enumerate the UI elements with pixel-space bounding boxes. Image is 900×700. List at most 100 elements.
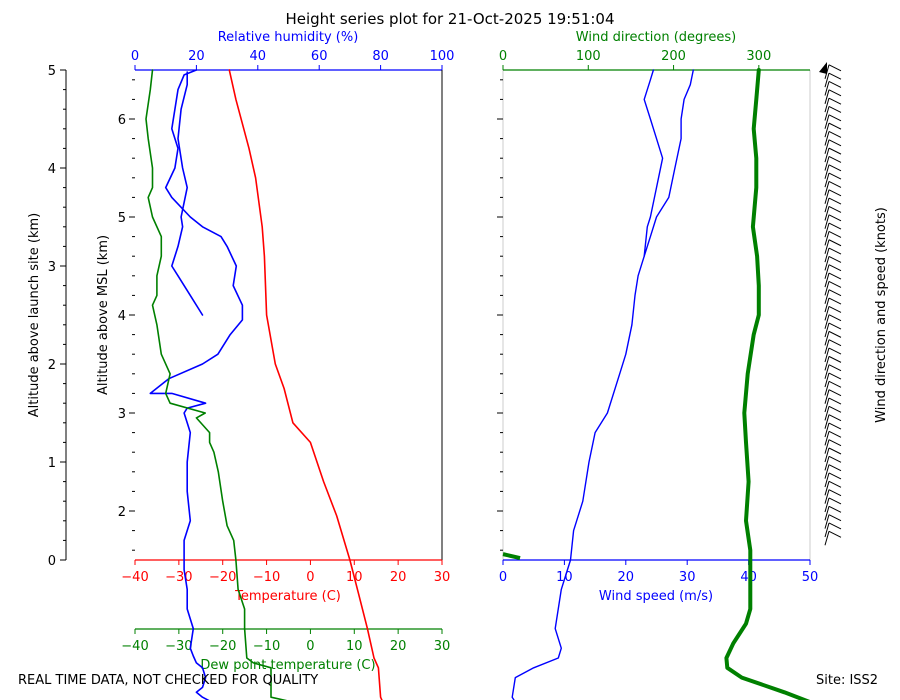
rh-line xyxy=(149,69,244,700)
agl-tick-label: 0 xyxy=(48,554,56,569)
wind-barb-flag xyxy=(828,355,842,363)
wind-barb-flag xyxy=(828,505,842,513)
wind-barb-flag xyxy=(828,389,842,397)
wspd-tick-label: 0 xyxy=(499,570,507,585)
wind-barb-staff xyxy=(824,364,830,379)
wind-barb-staff xyxy=(824,497,830,513)
temp-tick-label: 0 xyxy=(306,570,314,585)
msl-tick-label: 5 xyxy=(118,211,126,226)
dewpoint-tick-label: 30 xyxy=(434,639,451,654)
wind-speed-line-upper xyxy=(643,69,694,257)
rh-line-secondary xyxy=(171,71,204,316)
wind-barb-staff xyxy=(824,256,830,271)
wind-barb-flag xyxy=(828,397,842,405)
wind-barb-flag xyxy=(828,122,842,130)
wind-barb-staff xyxy=(824,139,830,154)
wspd-tick-label: 20 xyxy=(618,570,635,585)
msl-tick-label: 2 xyxy=(118,505,126,520)
wind-barb-flag xyxy=(828,131,842,138)
wind-barb-flag xyxy=(828,139,842,147)
temperature-line xyxy=(228,69,383,700)
msl-tick-label: 3 xyxy=(118,407,126,422)
rh-axis-label: Relative humidity (%) xyxy=(218,30,359,45)
wind-barb-flag xyxy=(828,239,842,247)
agl-tick-label: 5 xyxy=(48,64,56,79)
wind-barb-flag xyxy=(828,439,842,447)
wind-barb-staff xyxy=(824,447,830,463)
wind-barb-flag xyxy=(828,455,842,463)
wind-barb-staff xyxy=(824,73,830,88)
wind-barb-staff xyxy=(824,431,830,446)
wind-barb-flag xyxy=(828,522,842,530)
rh-tick-label: 100 xyxy=(430,49,455,64)
wind-barb-staff xyxy=(824,164,830,179)
axes-frames xyxy=(65,69,811,630)
agl-tick-label: 2 xyxy=(48,358,56,373)
wind-barb-staff xyxy=(824,247,830,263)
agl-axis-label: Altitude above launch site (km) xyxy=(27,213,42,417)
agl-tick-label: 4 xyxy=(48,162,56,177)
wdir-tick-label: 0 xyxy=(499,49,507,64)
dewpoint-tick-label: −30 xyxy=(165,639,192,654)
wind-barb-staff xyxy=(824,522,830,538)
temp-tick-label: 30 xyxy=(434,570,451,585)
wind-barb-staff xyxy=(824,322,830,338)
wind-barb-flag xyxy=(828,255,842,263)
wind-barb-flag xyxy=(828,156,842,163)
dewpoint-tick-label: −40 xyxy=(121,639,148,654)
wind-barb-flag xyxy=(828,164,842,172)
msl-tick-label: 4 xyxy=(118,309,126,324)
wind-barb-staff xyxy=(824,147,830,163)
wind-barb-flag xyxy=(828,280,842,288)
wind-barb-flag xyxy=(828,214,842,222)
wind-barb-flag xyxy=(828,72,842,80)
wind-barb-flag xyxy=(828,530,842,538)
wind-barb-staff xyxy=(824,331,830,346)
wind-barb-flag xyxy=(828,430,842,438)
wind-barb-staff xyxy=(824,189,830,204)
dewpoint-tick-label: −10 xyxy=(253,639,280,654)
wind-barb-staff xyxy=(824,131,830,146)
wind-direction-line-surface xyxy=(502,552,521,560)
wind-barb-flag xyxy=(828,405,842,413)
wspd-tick-label: 50 xyxy=(802,570,819,585)
wind-barb-staff xyxy=(824,264,830,279)
rh-tick-label: 40 xyxy=(250,49,267,64)
temp-tick-label: −40 xyxy=(121,570,148,585)
wind-barb-staff xyxy=(824,231,830,246)
wind-barb-staff xyxy=(824,339,830,354)
wind-barb-staff xyxy=(824,397,830,413)
rh-tick-label: 20 xyxy=(188,49,205,64)
wind-barb-flag xyxy=(828,106,842,113)
wind-barb-flag xyxy=(828,264,842,272)
wind-barb-flag xyxy=(828,380,842,388)
dewpoint-line xyxy=(145,69,288,700)
wind-barb-flag xyxy=(828,514,842,522)
wind-barb-staff xyxy=(824,272,830,288)
wind-barb-staff xyxy=(824,239,830,254)
wind-barb-staff xyxy=(824,406,830,421)
wind-barb-staff xyxy=(824,506,830,521)
wind-barb-flag xyxy=(828,330,842,338)
wind-barb-pennant xyxy=(819,62,827,74)
dewpoint-tick-label: 20 xyxy=(390,639,407,654)
wind-barb-flag xyxy=(828,147,842,155)
temp-axis-label: Temperature (C) xyxy=(234,589,341,604)
wind-barb-staff xyxy=(824,381,830,396)
axis-labels: Relative humidity (%) Temperature (C) De… xyxy=(27,30,889,673)
wdir-tick-label: 100 xyxy=(576,49,601,64)
wspd-axis-label: Wind speed (m/s) xyxy=(599,589,713,604)
wind-barb-staff xyxy=(824,306,830,321)
temp-tick-label: −10 xyxy=(253,570,280,585)
wind-barb-flag xyxy=(828,447,842,455)
wind-barb-staff xyxy=(824,206,830,221)
rh-tick-label: 0 xyxy=(131,49,139,64)
temp-tick-label: 20 xyxy=(390,570,407,585)
quality-disclaimer: REAL TIME DATA, NOT CHECKED FOR QUALITY xyxy=(18,673,319,688)
wind-barb-flag xyxy=(828,364,842,372)
wind-barb-flag xyxy=(828,464,842,472)
chart-title: Height series plot for 21-Oct-2025 19:51… xyxy=(285,10,615,28)
site-label: Site: ISS2 xyxy=(816,673,879,688)
